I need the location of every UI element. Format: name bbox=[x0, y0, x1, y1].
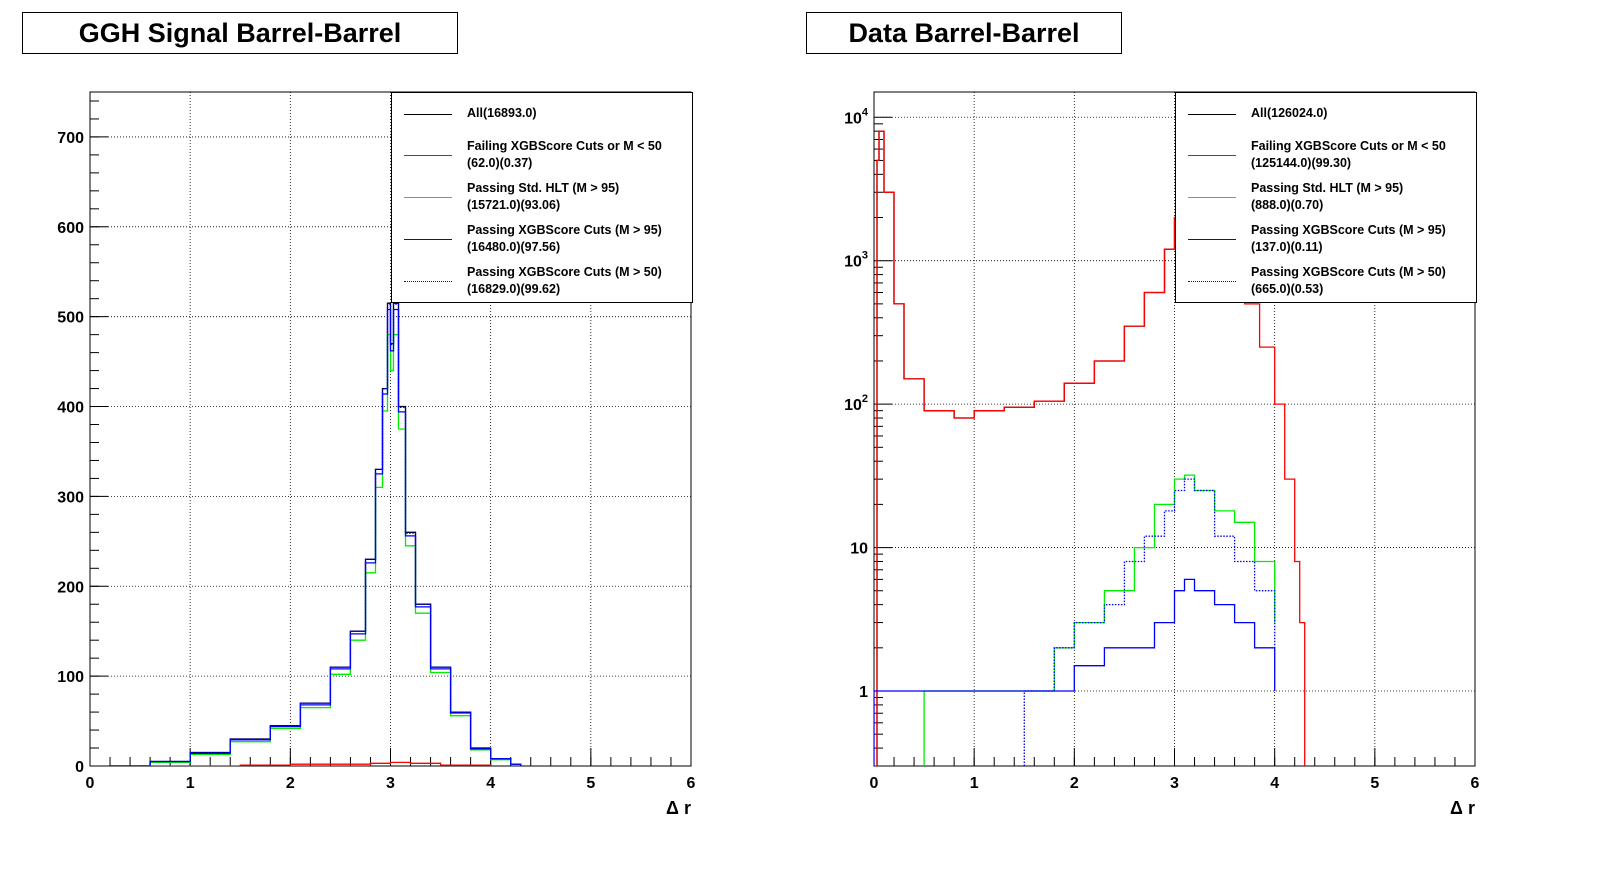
x-tick-label: 2 bbox=[286, 775, 295, 792]
legend-label-line: All(16893.0) bbox=[467, 106, 537, 120]
chart-panel-data: 0 1 2 3 4 5 6 1 10 102 103 104 Δ r Data Barrel-Barre… bbox=[784, 0, 1583, 876]
legend-label: All(126024.0) bbox=[1251, 105, 1327, 122]
y-tick-label: 300 bbox=[57, 489, 84, 506]
legend-label-line: Failing XGBScore Cuts or M < 50 bbox=[1251, 139, 1446, 153]
legend-label-line: Passing XGBScore Cuts (M > 50) bbox=[467, 265, 662, 279]
x-tick-label: 1 bbox=[970, 775, 979, 792]
x-axis-label: Δ r bbox=[1450, 798, 1475, 818]
legend-label-line: Passing Std. HLT (M > 95) bbox=[1251, 181, 1404, 195]
y-tick-label: 1 bbox=[859, 684, 868, 701]
legend-label: Passing Std. HLT (M > 95) (888.0)(0.70) bbox=[1251, 180, 1403, 214]
series-line-0 bbox=[876, 130, 1186, 766]
x-tick-label: 0 bbox=[86, 775, 95, 792]
y-tick-label: 500 bbox=[57, 310, 84, 327]
chart-title: Data Barrel-Barrel bbox=[806, 12, 1122, 54]
chart-panel-ggh: 0 1 2 3 4 5 6 0 100 200 300 400 500 600 700 Δ r GGH Sig… bbox=[22, 12, 696, 818]
y-tick-label: 400 bbox=[57, 400, 84, 417]
legend-label-line: Failing XGBScore Cuts or M < 50 bbox=[467, 139, 662, 153]
legend-label-line: (15721.0)(93.06) bbox=[467, 198, 561, 212]
chart-legend: All(126024.0) Failing XGBScore Cuts or M … bbox=[1175, 92, 1477, 303]
legend-label-line: (137.0)(0.11) bbox=[1251, 240, 1323, 254]
series-line-3 bbox=[874, 578, 1276, 766]
series-line-1 bbox=[874, 130, 1306, 766]
series-line-3 bbox=[110, 308, 522, 766]
x-tick-label: 3 bbox=[1170, 775, 1179, 792]
x-axis-label: Δ r bbox=[666, 798, 691, 818]
y-tick-label: 200 bbox=[57, 579, 84, 596]
x-tick-label: 2 bbox=[1070, 775, 1079, 792]
legend-label: All(16893.0) bbox=[467, 105, 536, 122]
x-tick-label: 1 bbox=[186, 775, 195, 792]
y-tick-label: 700 bbox=[57, 130, 84, 147]
legend-swatch bbox=[1188, 239, 1236, 240]
y-tick-label: 103 bbox=[844, 250, 868, 271]
legend-label: Passing XGBScore Cuts (M > 50) (665.0)(0.… bbox=[1251, 264, 1446, 298]
legend-label-line: (16480.0)(97.56) bbox=[467, 240, 561, 254]
legend-swatch bbox=[1188, 155, 1236, 156]
chart-svg-data: 0 1 2 3 4 5 6 1 10 102 103 104 Δ r bbox=[844, 91, 1480, 818]
legend-label-line: Passing XGBScore Cuts (M > 95) bbox=[467, 223, 662, 237]
legend-label-line: (62.0)(0.37) bbox=[467, 156, 533, 170]
x-tick-label: 5 bbox=[586, 775, 595, 792]
x-tick-label: 4 bbox=[1270, 775, 1279, 792]
series-line-4 bbox=[110, 303, 522, 766]
chart-legend: All(16893.0) Failing XGBScore Cuts or M <… bbox=[391, 92, 693, 303]
legend-swatch bbox=[404, 155, 452, 156]
chart-svg-ggh: 0 1 2 3 4 5 6 0 100 200 300 400 500 600 700 Δ r bbox=[57, 91, 696, 818]
x-tick-label: 6 bbox=[687, 775, 696, 792]
legend-swatch bbox=[404, 281, 452, 282]
legend-label: Failing XGBScore Cuts or M < 50 (125144.0… bbox=[1251, 138, 1446, 172]
legend-label-line: (125144.0)(99.30) bbox=[1251, 156, 1352, 170]
legend-label-line: (888.0)(0.70) bbox=[1251, 198, 1324, 212]
legend-label: Passing XGBScore Cuts (M > 95) (137.0)(0.… bbox=[1251, 222, 1446, 256]
series-line-0 bbox=[110, 302, 522, 766]
legend-label-line: (665.0)(0.53) bbox=[1251, 282, 1324, 296]
legend-label: Failing XGBScore Cuts or M < 50 (62.0)(0.… bbox=[467, 138, 662, 172]
legend-swatch bbox=[1188, 281, 1236, 282]
legend-label: Passing Std. HLT (M > 95) (15721.0)(93.06… bbox=[467, 180, 619, 214]
legend-swatch bbox=[1188, 197, 1236, 198]
legend-label: Passing XGBScore Cuts (M > 50) (16829.0)(… bbox=[467, 264, 662, 298]
series-line-2 bbox=[110, 333, 522, 766]
y-tick-label: 102 bbox=[844, 393, 868, 414]
y-tick-label: 10 bbox=[850, 541, 868, 558]
x-tick-label: 6 bbox=[1471, 775, 1480, 792]
x-tick-label: 3 bbox=[386, 775, 395, 792]
x-tick-label: 4 bbox=[486, 775, 495, 792]
legend-swatch bbox=[404, 239, 452, 240]
legend-swatch bbox=[1188, 114, 1236, 115]
chart-title: GGH Signal Barrel-Barrel bbox=[22, 12, 458, 54]
legend-swatch bbox=[404, 197, 452, 198]
legend-swatch bbox=[404, 114, 452, 115]
legend-label-line: All(126024.0) bbox=[1251, 106, 1328, 120]
series-line-1 bbox=[140, 761, 492, 766]
legend-label-line: Passing XGBScore Cuts (M > 50) bbox=[1251, 265, 1446, 279]
x-tick-label: 5 bbox=[1370, 775, 1379, 792]
series-line-4 bbox=[1023, 478, 1276, 766]
x-tick-label: 0 bbox=[870, 775, 879, 792]
y-tick-label: 100 bbox=[57, 669, 84, 686]
legend-label-line: (16829.0)(99.62) bbox=[467, 282, 561, 296]
y-tick-label: 104 bbox=[844, 106, 869, 127]
y-tick-label: 0 bbox=[75, 759, 84, 776]
series-line-2 bbox=[923, 474, 1276, 766]
legend-label: Passing XGBScore Cuts (M > 95) (16480.0)(… bbox=[467, 222, 662, 256]
legend-label-line: Passing XGBScore Cuts (M > 95) bbox=[1251, 223, 1446, 237]
y-tick-label: 600 bbox=[57, 220, 84, 237]
legend-label-line: Passing Std. HLT (M > 95) bbox=[467, 181, 620, 195]
